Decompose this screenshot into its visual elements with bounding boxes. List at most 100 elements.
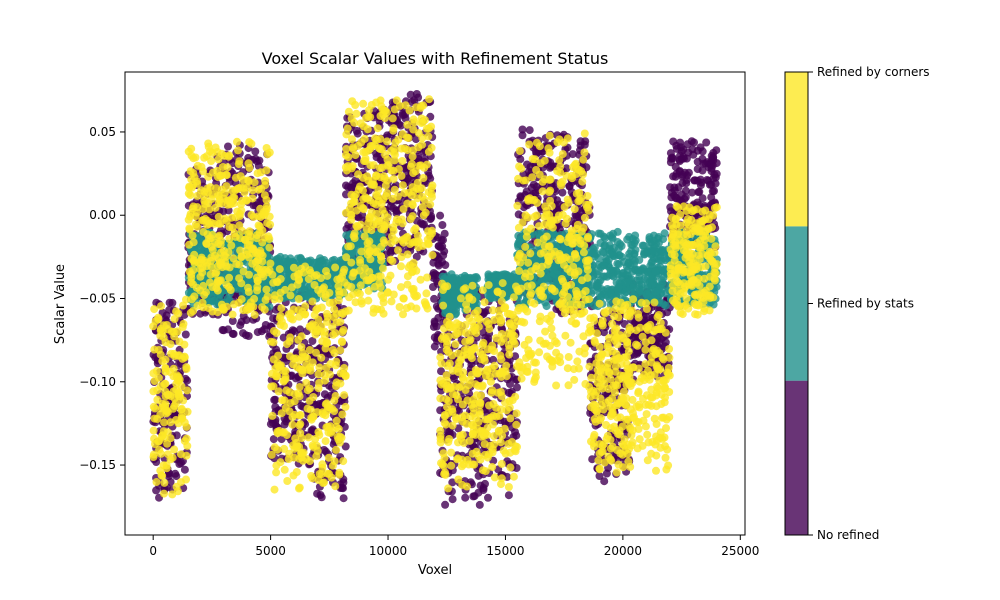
data-point bbox=[204, 142, 213, 151]
data-point bbox=[672, 141, 681, 150]
data-point bbox=[214, 219, 223, 228]
data-point bbox=[234, 298, 243, 307]
data-point bbox=[162, 311, 171, 320]
data-point bbox=[245, 227, 254, 236]
data-point bbox=[185, 240, 194, 249]
data-point bbox=[208, 230, 217, 239]
data-point bbox=[207, 242, 216, 251]
data-point bbox=[200, 256, 209, 265]
data-point bbox=[280, 465, 289, 474]
data-point bbox=[202, 288, 210, 297]
data-point bbox=[270, 395, 279, 404]
data-point bbox=[450, 289, 459, 298]
data-point bbox=[159, 427, 168, 436]
data-point bbox=[158, 399, 167, 408]
data-point bbox=[184, 189, 193, 198]
data-point bbox=[696, 175, 705, 184]
data-point bbox=[666, 203, 675, 212]
data-point bbox=[233, 137, 241, 146]
data-point bbox=[193, 161, 202, 170]
data-point bbox=[280, 420, 289, 429]
data-point bbox=[675, 155, 684, 164]
data-point bbox=[436, 211, 445, 220]
data-point bbox=[222, 171, 231, 180]
data-point bbox=[234, 160, 243, 169]
data-point bbox=[481, 479, 489, 488]
data-point bbox=[263, 150, 272, 159]
data-point bbox=[694, 188, 703, 197]
data-point bbox=[174, 390, 183, 399]
data-point bbox=[513, 383, 521, 392]
data-point bbox=[167, 349, 176, 358]
data-point bbox=[160, 380, 169, 388]
data-point bbox=[372, 153, 381, 162]
data-point bbox=[669, 172, 678, 181]
data-point bbox=[699, 159, 708, 168]
data-point bbox=[218, 263, 227, 272]
data-point bbox=[266, 259, 275, 268]
data-point bbox=[196, 272, 205, 281]
data-point bbox=[248, 194, 257, 203]
data-point bbox=[260, 325, 269, 334]
data-point bbox=[242, 246, 251, 255]
data-point bbox=[316, 254, 324, 263]
data-point bbox=[149, 402, 158, 411]
data-point bbox=[247, 302, 256, 311]
data-point bbox=[321, 437, 330, 446]
data-point bbox=[688, 145, 697, 154]
data-point bbox=[165, 298, 174, 307]
data-point bbox=[643, 281, 652, 290]
data-point bbox=[150, 377, 159, 385]
data-point bbox=[693, 165, 702, 174]
data-point bbox=[206, 278, 214, 287]
data-point bbox=[712, 159, 721, 168]
data-point bbox=[269, 435, 278, 444]
data-point bbox=[221, 214, 229, 223]
data-point bbox=[261, 181, 270, 190]
data-point bbox=[606, 289, 615, 298]
data-point bbox=[598, 261, 607, 270]
data-point bbox=[170, 445, 179, 454]
data-point bbox=[214, 198, 223, 207]
data-point bbox=[237, 279, 246, 288]
data-point bbox=[184, 215, 193, 224]
data-point bbox=[516, 155, 525, 164]
data-point bbox=[181, 330, 190, 339]
data-point bbox=[268, 411, 277, 420]
data-point bbox=[190, 292, 199, 301]
data-point bbox=[219, 305, 228, 314]
data-point bbox=[186, 167, 195, 176]
data-point bbox=[645, 235, 654, 244]
data-point bbox=[175, 375, 184, 384]
data-point bbox=[191, 153, 200, 162]
data-point bbox=[600, 328, 608, 337]
data-point bbox=[253, 282, 262, 291]
data-point bbox=[225, 223, 234, 232]
data-point bbox=[234, 146, 242, 155]
data-point bbox=[546, 162, 555, 171]
data-point bbox=[199, 227, 208, 236]
data-point bbox=[179, 301, 188, 310]
data-point bbox=[630, 256, 639, 265]
data-point bbox=[179, 319, 188, 328]
data-point bbox=[469, 492, 478, 501]
data-point bbox=[244, 332, 253, 340]
data-point bbox=[518, 131, 527, 140]
data-point bbox=[640, 247, 649, 256]
data-point bbox=[339, 494, 348, 503]
data-point bbox=[239, 184, 248, 192]
data-point bbox=[217, 149, 226, 158]
data-point bbox=[201, 200, 210, 208]
data-point bbox=[525, 126, 534, 135]
data-point bbox=[264, 232, 273, 241]
data-point bbox=[576, 141, 585, 150]
data-point bbox=[430, 317, 439, 326]
data-point bbox=[169, 404, 178, 413]
data-point bbox=[654, 239, 663, 248]
data-point bbox=[187, 144, 196, 153]
data-point bbox=[690, 176, 699, 185]
data-point bbox=[151, 440, 159, 448]
data-point bbox=[182, 434, 191, 443]
data-point bbox=[222, 182, 231, 191]
